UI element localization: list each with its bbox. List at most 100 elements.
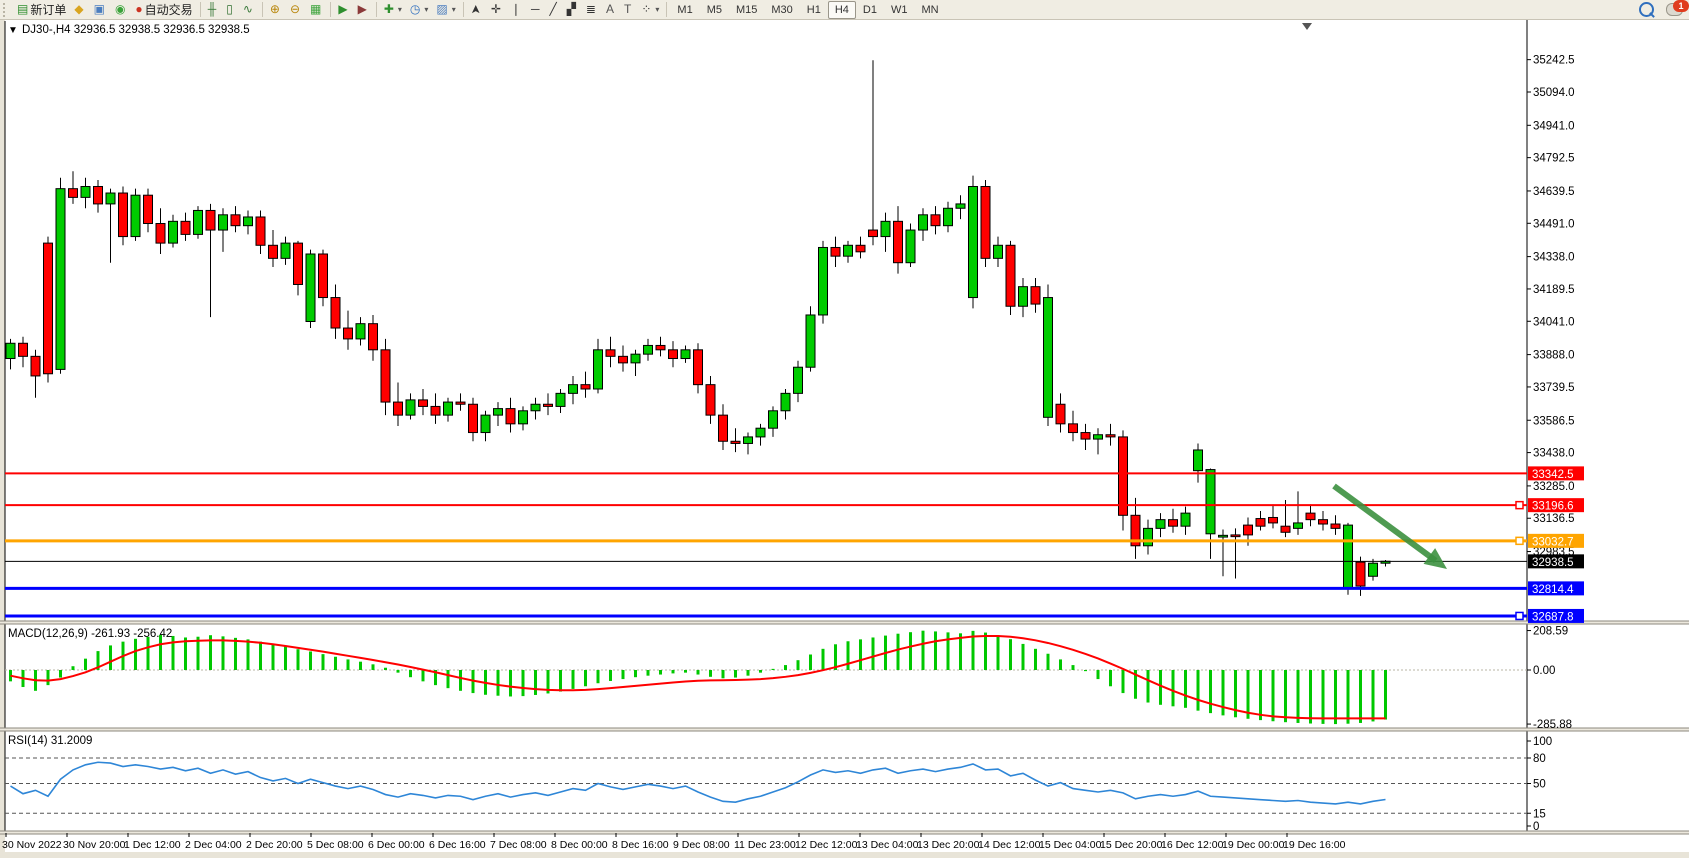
line-chart-button[interactable]: ∿ bbox=[239, 1, 259, 18]
timeframe-w1[interactable]: W1 bbox=[890, 3, 908, 16]
candle-body bbox=[893, 220, 903, 264]
templates-button[interactable]: ▨ ▾ bbox=[432, 1, 459, 18]
candle-body bbox=[693, 349, 703, 386]
arrows-icon: ⁘ bbox=[641, 2, 652, 16]
time-tick-label: 16 Dec 12:00 bbox=[1161, 839, 1224, 851]
candle-body bbox=[918, 214, 928, 231]
trendline-button[interactable]: ╱ bbox=[545, 1, 562, 18]
timeframe-m1[interactable]: M1 bbox=[677, 3, 693, 16]
candle-body bbox=[1168, 519, 1178, 527]
candle-body bbox=[1280, 525, 1291, 533]
zoom-in-button[interactable]: ⊕ bbox=[266, 1, 286, 18]
candle-body bbox=[930, 214, 941, 227]
chart-shift-button[interactable]: ▶ bbox=[354, 1, 373, 18]
support-line-blue-2-handle[interactable] bbox=[1515, 611, 1524, 621]
chevron-down-icon: ▾ bbox=[424, 5, 429, 14]
crosshair-button[interactable]: ✛ bbox=[487, 1, 507, 18]
timeframe-mn[interactable]: MN bbox=[921, 3, 939, 16]
candle-body bbox=[105, 192, 116, 205]
candle-body bbox=[1305, 512, 1316, 521]
candle-body bbox=[118, 192, 128, 238]
candle-body bbox=[1018, 286, 1028, 307]
support-line-orange-price-badge bbox=[1528, 533, 1584, 548]
time-axis[interactable]: 30 Nov 2022 30 Nov 20:001 Dec 12:00 2 Dec … bbox=[2, 833, 1346, 851]
time-tick-label: 14 Dec 12:00 bbox=[978, 839, 1041, 851]
zoom-out-button[interactable]: ⊖ bbox=[286, 1, 306, 18]
timeframe-m5[interactable]: M5 bbox=[706, 3, 722, 16]
candle-body bbox=[1355, 561, 1366, 587]
rsi-indicator-label: RSI(14) 31.2009 bbox=[8, 735, 92, 747]
time-tick-label: 5 Dec 08:00 bbox=[307, 839, 364, 851]
autotrading-button-label: 自动交易 bbox=[144, 3, 193, 17]
time-tick-label: 1 Dec 12:00 bbox=[124, 839, 181, 851]
toolbar-separator bbox=[375, 2, 377, 17]
fibonacci-button[interactable]: ≣ bbox=[582, 1, 602, 18]
signals-icon[interactable]: ◉ bbox=[111, 1, 131, 18]
candle-body bbox=[1043, 297, 1053, 418]
trend-arrow-shaft[interactable] bbox=[1332, 483, 1438, 564]
time-tick-label: 8 Dec 16:00 bbox=[612, 839, 669, 851]
candle-body bbox=[218, 214, 228, 231]
auto-scroll-button[interactable]: ▶ bbox=[334, 1, 353, 18]
timeframe-m30[interactable]: M30 bbox=[771, 3, 793, 16]
candle-body bbox=[655, 344, 666, 351]
chart-shift-marker[interactable] bbox=[1302, 23, 1312, 30]
chevron-down-icon: ▾ bbox=[655, 5, 660, 14]
candle-body bbox=[168, 220, 178, 244]
chat-icon[interactable]: 1 bbox=[1666, 0, 1689, 16]
marketwatch-icon[interactable]: ▣ bbox=[90, 1, 111, 18]
periods-icon: ◷ bbox=[409, 2, 421, 16]
candle-body bbox=[180, 220, 191, 235]
time-tick-label: 7 Dec 08:00 bbox=[490, 839, 547, 851]
horizontal-line-button[interactable]: ─ bbox=[527, 1, 546, 18]
support-line-orange-handle[interactable] bbox=[1515, 536, 1524, 546]
candle-body bbox=[780, 392, 791, 412]
candle-body bbox=[418, 399, 428, 407]
new-order-button[interactable]: ▤ 新订单 bbox=[13, 1, 70, 18]
price-tick-label: 33586.5 bbox=[1533, 415, 1575, 427]
candle-body bbox=[1118, 436, 1128, 516]
candlestick-chart-button[interactable]: ▯ bbox=[222, 1, 239, 18]
bar-chart-button[interactable]: ╫ bbox=[204, 1, 223, 18]
timeframe-d1[interactable]: D1 bbox=[862, 3, 877, 16]
timeframe-m15[interactable]: M15 bbox=[735, 3, 758, 16]
text-button[interactable]: A bbox=[602, 1, 620, 18]
resistance-line-2-handle[interactable] bbox=[1515, 500, 1524, 510]
autotrading-button[interactable]: ● 自动交易 bbox=[131, 1, 196, 18]
chart-title-marker[interactable]: ▼ bbox=[8, 25, 18, 36]
candle-body bbox=[718, 414, 728, 442]
tile-windows-button[interactable]: ▦ bbox=[306, 1, 327, 18]
candle-body bbox=[480, 414, 491, 434]
support-line-orange-price-text: 33032.7 bbox=[1532, 536, 1574, 548]
equidistant-channel-button[interactable]: ▞ bbox=[563, 1, 582, 18]
resistance-line-1-price-text: 33342.5 bbox=[1532, 469, 1574, 481]
candle-body bbox=[293, 242, 303, 285]
timeframe-h1[interactable]: H1 bbox=[806, 3, 821, 16]
candle-body bbox=[680, 349, 691, 360]
arrows-button[interactable]: ⁘ ▾ bbox=[637, 1, 663, 18]
chart-window-icon[interactable]: ◆ bbox=[70, 1, 89, 18]
macd-axis-label: -285.88 bbox=[1533, 719, 1572, 731]
candle-body bbox=[1080, 432, 1091, 440]
candle-body bbox=[830, 246, 841, 257]
search-icon[interactable] bbox=[1639, 2, 1654, 17]
templates-icon: ▨ bbox=[436, 2, 448, 16]
toolbar-separator bbox=[261, 2, 263, 17]
text-label-button[interactable]: T bbox=[620, 1, 637, 18]
vertical-line-button[interactable]: ❘ bbox=[507, 1, 527, 18]
candle-body bbox=[668, 349, 678, 360]
zoom-out-icon: ⊖ bbox=[289, 2, 300, 16]
cursor-button[interactable]: ➤ bbox=[467, 1, 487, 18]
time-axis-line-band[interactable] bbox=[0, 831, 1689, 834]
timeframe-h4[interactable]: H4 bbox=[827, 0, 856, 19]
time-tick-label: 13 Dec 20:00 bbox=[917, 839, 980, 851]
indicators-button[interactable]: ✚ ▾ bbox=[380, 1, 406, 18]
panel-divider-macd-band[interactable] bbox=[0, 621, 1689, 624]
periods-button[interactable]: ◷ ▾ bbox=[406, 1, 433, 18]
candle-body bbox=[1205, 469, 1216, 535]
candle-body bbox=[705, 384, 716, 416]
panel-divider-rsi-band[interactable] bbox=[0, 728, 1689, 731]
trend-arrow-head[interactable] bbox=[1423, 548, 1447, 569]
trend-arrow[interactable] bbox=[1332, 483, 1447, 569]
time-tick-label: 2 Dec 04:00 bbox=[185, 839, 242, 851]
